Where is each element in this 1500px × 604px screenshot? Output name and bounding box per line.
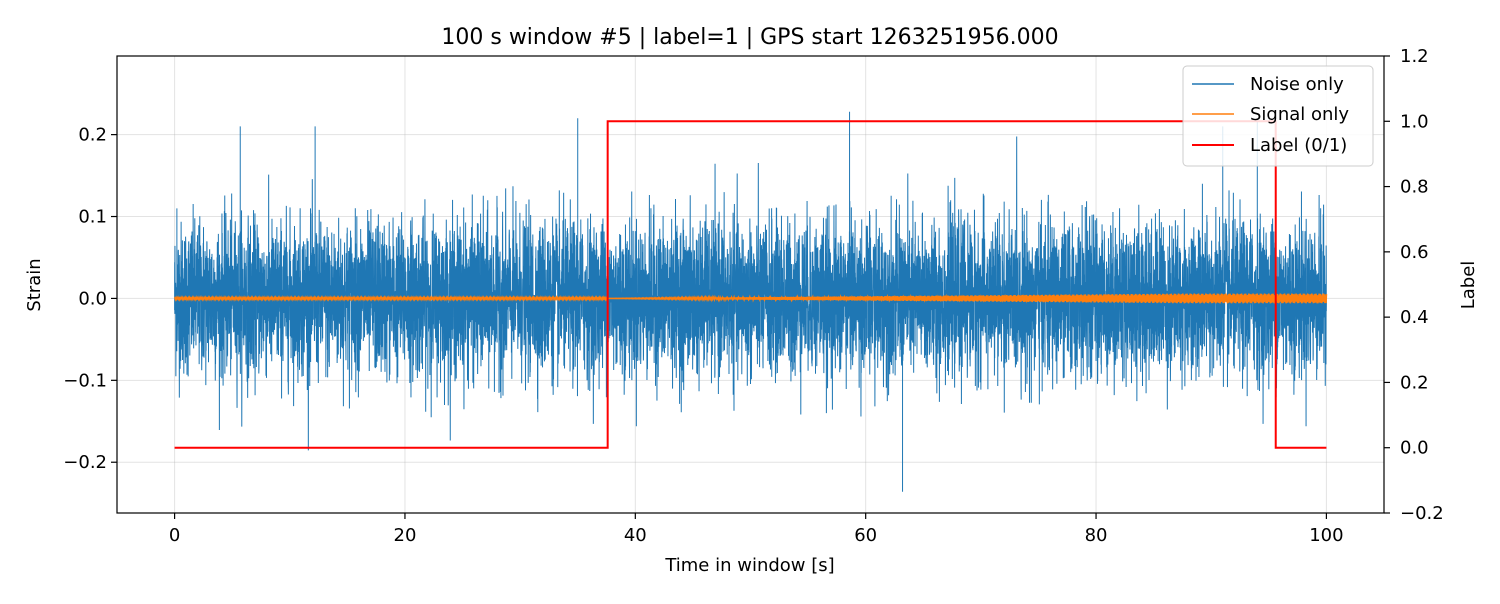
x-tick-label: 80: [1085, 525, 1108, 546]
y2-tick-label: 0.6: [1400, 242, 1429, 263]
y-axis-left: −0.2 −0.1 0.0 0.1 0.2: [63, 125, 117, 473]
y-tick-label: 0.2: [78, 125, 107, 146]
y2-tick-label: 0.8: [1400, 177, 1429, 198]
series-noise-only: [174, 111, 1327, 492]
y-axis-label: Strain: [24, 258, 45, 311]
y2-axis-label: Label: [1458, 261, 1479, 310]
x-tick-label: 20: [394, 525, 417, 546]
x-tick-label: 0: [169, 525, 180, 546]
y2-tick-label: 0.2: [1400, 372, 1429, 393]
y2-tick-label: 0.0: [1400, 438, 1429, 459]
x-axis-label: Time in window [s]: [664, 555, 834, 576]
chart-title: 100 s window #5 | label=1 | GPS start 12…: [441, 25, 1058, 50]
y-tick-label: 0.0: [78, 288, 107, 309]
legend-label-noise: Noise only: [1250, 74, 1344, 95]
noise-line: [174, 111, 1327, 492]
y2-tick-label: 1.0: [1400, 111, 1429, 132]
legend-box: [1182, 65, 1374, 167]
series-signal-only: [173, 293, 1328, 304]
y-tick-label: 0.1: [78, 207, 107, 228]
y2-tick-label: 1.2: [1400, 46, 1429, 67]
label-step-line: [174, 120, 1327, 449]
x-tick-label: 100: [1309, 525, 1343, 546]
y-tick-label: −0.2: [63, 452, 107, 473]
legend-label-label: Label (0/1): [1250, 135, 1347, 156]
y2-tick-label: −0.2: [1400, 503, 1444, 524]
x-tick-label: 60: [854, 525, 877, 546]
legend: Noise only Signal only Label (0/1): [1182, 65, 1374, 167]
y-axis-right: −0.2 0.0 0.2 0.4 0.6 0.8 1.0 1.2: [1384, 46, 1444, 524]
legend-label-signal: Signal only: [1250, 104, 1349, 125]
x-tick-label: 40: [624, 525, 647, 546]
series-label: [174, 120, 1327, 449]
y2-tick-label: 0.4: [1400, 307, 1429, 328]
y-tick-label: −0.1: [63, 370, 107, 391]
x-axis: 0 20 40 60 80 100: [169, 513, 1344, 546]
plot-frame: [116, 55, 1385, 514]
signal-line: [173, 293, 1328, 304]
